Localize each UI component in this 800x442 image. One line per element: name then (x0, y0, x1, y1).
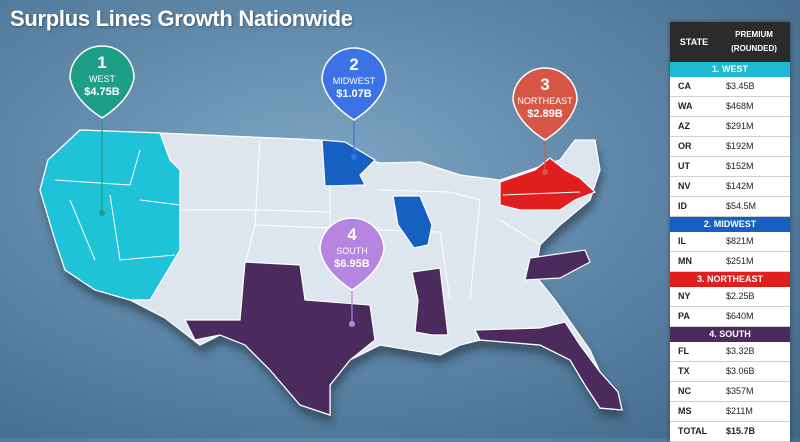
state-cell: ID (678, 201, 687, 211)
pin-label: SOUTH (336, 246, 368, 256)
region-mississippi (411, 267, 449, 336)
state-cell: TX (678, 366, 690, 376)
table-row: TX $3.06B (670, 362, 790, 382)
pin-value: $4.75B (84, 86, 120, 98)
premium-cell: $357M (726, 386, 754, 396)
premium-cell: $152M (726, 161, 754, 171)
pin-number: 2 (349, 55, 358, 74)
region-minnesota (321, 139, 376, 187)
pin-value: $1.07B (336, 88, 372, 100)
total-label: TOTAL (678, 426, 708, 436)
pin-value: $2.89B (527, 108, 563, 120)
pin-number: 1 (97, 53, 106, 72)
ny-pa-border (502, 191, 581, 196)
section-header: 2. MIDWEST (670, 217, 790, 232)
header-state: STATE (679, 37, 709, 47)
table-row: NC $357M (670, 382, 790, 402)
premium-cell: $142M (726, 181, 754, 191)
premium-cell: $3.06B (726, 366, 755, 376)
pin-number: 3 (540, 75, 549, 94)
section-header: 3. NORTHEAST (670, 272, 790, 287)
state-cell: IL (678, 236, 686, 246)
page-title: Surplus Lines Growth Nationwide (10, 6, 353, 31)
state-cell: FL (678, 346, 689, 356)
region-florida-carolina (474, 321, 623, 411)
region-north-carolina (524, 249, 591, 281)
state-cell: NC (678, 386, 691, 396)
section-header: 4. SOUTH (670, 327, 790, 342)
state-cell: OR (678, 141, 692, 151)
table-row: PA $640M (670, 307, 790, 327)
table-row: FL $3.32B (670, 342, 790, 362)
premium-cell: $211M (726, 406, 753, 416)
pin-label: MIDWEST (333, 76, 376, 86)
premium-cell: $251M (726, 256, 754, 266)
pin-label: NORTHEAST (517, 96, 573, 106)
table-row: WA $468M (670, 97, 790, 117)
state-cell: MS (678, 406, 692, 416)
table-body: 1. WEST CA $3.45B WA $468M AZ $291M OR $192M UT $1… (670, 62, 790, 422)
pin-marker (512, 67, 578, 141)
table-header: STATE PREMIUM (ROUNDED) (670, 22, 790, 62)
region-west (39, 129, 181, 301)
table-row: UT $152M (670, 157, 790, 177)
state-cell: NV (678, 181, 691, 191)
pin-value: $6.95B (334, 258, 370, 270)
table-row-total: TOTAL $15.7B (670, 422, 790, 442)
region-texas (184, 261, 376, 416)
region-pin: 4 SOUTH $6.95B (319, 217, 385, 291)
pin-marker (321, 47, 387, 121)
state-cell: PA (678, 311, 690, 321)
state-cell: AZ (678, 121, 690, 131)
state-cell: WA (678, 101, 693, 111)
premium-cell: $291M (726, 121, 754, 131)
table-row: NY $2.25B (670, 287, 790, 307)
state-cell: NY (678, 291, 691, 301)
pin-marker (319, 217, 385, 291)
premium-table: STATE PREMIUM (ROUNDED) 1. WEST CA $3.45B W… (670, 22, 790, 442)
premium-cell: $2.25B (726, 291, 755, 301)
table-row: AZ $291M (670, 117, 790, 137)
premium-cell: $54.5M (726, 201, 757, 211)
region-illinois (392, 195, 433, 249)
west-borders (54, 149, 181, 261)
pin-stems (99, 118, 548, 327)
state-cell: CA (678, 81, 691, 91)
premium-cell: $192M (726, 141, 754, 151)
table-row: ID $54.5M (670, 197, 790, 217)
premium-cell: $821M (726, 236, 754, 246)
state-cell: UT (678, 161, 690, 171)
table-row: MS $211M (670, 402, 790, 422)
pin-number: 4 (347, 225, 357, 244)
pin-label: WEST (89, 74, 116, 84)
state-cell: MN (678, 256, 692, 266)
premium-cell: $640M (726, 311, 754, 321)
section-header: 1. WEST (670, 62, 790, 77)
region-pin: 1 WEST $4.75B (69, 45, 135, 119)
premium-cell: $3.45B (726, 81, 755, 91)
premium-cell: $3.32B (726, 346, 755, 356)
table-row: OR $192M (670, 137, 790, 157)
region-pin: 3 NORTHEAST $2.89B (512, 67, 578, 141)
table-row: IL $821M (670, 232, 790, 252)
total-value: $15.7B (726, 426, 756, 436)
table-row: MN $251M (670, 252, 790, 272)
region-pin: 2 MIDWEST $1.07B (321, 47, 387, 121)
table-row: CA $3.45B (670, 77, 790, 97)
header-premium: PREMIUM (ROUNDED) (731, 30, 777, 53)
table-row: NV $142M (670, 177, 790, 197)
pin-marker (69, 45, 135, 119)
premium-cell: $468M (726, 101, 754, 111)
